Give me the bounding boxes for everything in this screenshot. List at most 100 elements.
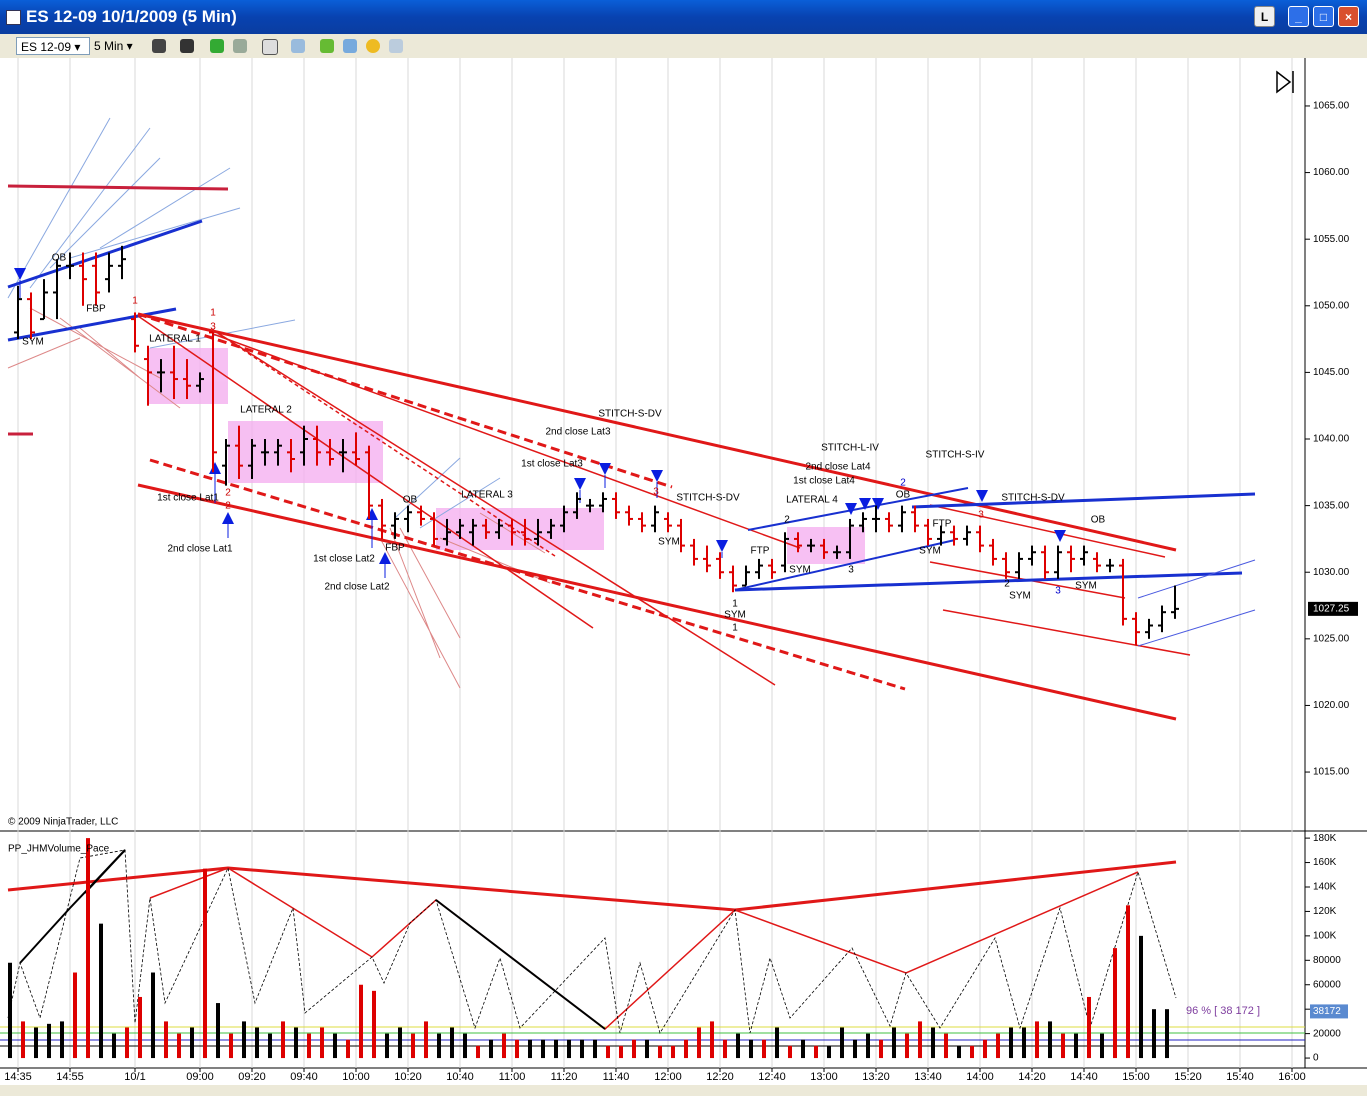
volume-bar <box>34 1027 38 1059</box>
zoom-out[interactable] <box>233 39 247 53</box>
volume-bars <box>8 838 1169 1059</box>
volume-bar <box>879 1039 883 1059</box>
x-tick-label: 13:40 <box>914 1071 942 1083</box>
annotation: 1st close Lat2 <box>313 554 375 565</box>
draw-tool[interactable] <box>180 39 194 53</box>
data-box[interactable] <box>389 39 403 53</box>
volume-bar <box>723 1039 727 1059</box>
volume-bar <box>905 1033 909 1059</box>
volume-bar <box>190 1027 194 1059</box>
volume-bar <box>437 1033 441 1059</box>
y-tick-label: 1050.00 <box>1313 300 1350 311</box>
volume-bar <box>749 1039 753 1059</box>
annotation: STITCH-S-DV <box>598 409 662 420</box>
annotation: 3 <box>210 322 216 333</box>
minimize-button[interactable]: _ <box>1288 6 1309 27</box>
volume-bar <box>320 1027 324 1059</box>
trendline <box>7 307 177 342</box>
volume-bar <box>710 1021 714 1059</box>
annotation: LATERAL 3 <box>461 490 513 501</box>
annotation: 1st close Lat3 <box>521 459 583 470</box>
y-tick-label: 20000 <box>1313 1028 1341 1039</box>
x-tick-label: 14:40 <box>1070 1071 1098 1083</box>
annotation: FTP <box>933 519 952 530</box>
annotation: STITCH-S-DV <box>676 493 740 504</box>
volume-bar <box>1061 1033 1065 1059</box>
volume-bar <box>775 1027 779 1059</box>
volume-bar <box>840 1027 844 1059</box>
volume-bar <box>1074 1033 1078 1059</box>
last-volume-label: 38172 <box>1313 1006 1341 1017</box>
volume-bar <box>476 1045 480 1059</box>
x-tick-label: 11:20 <box>551 1071 578 1083</box>
title-bar: ES 12-09 10/1/2009 (5 Min) L _ □ × <box>0 0 1367 34</box>
volume-bar <box>944 1033 948 1059</box>
trendline <box>149 458 906 691</box>
y-tick-label: 180K <box>1313 833 1337 844</box>
interval-dropdown[interactable]: 5 Min ▾ <box>94 39 133 53</box>
annotation: 3 <box>978 510 984 521</box>
properties[interactable] <box>291 39 305 53</box>
trendline <box>7 184 229 191</box>
lock-button[interactable]: L <box>1254 6 1275 27</box>
pace-zigzag <box>435 899 606 1030</box>
annotation: 1 <box>132 296 138 307</box>
volume-bar <box>1009 1027 1013 1059</box>
annotation: 1 <box>210 308 216 319</box>
trendline <box>212 333 801 549</box>
x-tick-label: 15:20 <box>1174 1071 1202 1083</box>
x-tick-label: 12:00 <box>654 1071 682 1083</box>
x-tick-label: 11:40 <box>603 1071 630 1083</box>
volume-bar <box>1087 996 1091 1059</box>
scroll-end-button[interactable] <box>1276 70 1294 94</box>
volume-bar <box>1022 1027 1026 1059</box>
volume-bar <box>671 1045 675 1059</box>
strategies[interactable] <box>343 39 357 53</box>
volume-bar <box>554 1039 558 1059</box>
y-tick-label: 100K <box>1313 931 1337 942</box>
annotation: LATERAL 1 <box>149 334 201 345</box>
scrollbar[interactable] <box>0 1085 1367 1096</box>
volume-bar <box>346 1039 350 1059</box>
annotation: 3 <box>1055 586 1061 597</box>
volume-bar <box>632 1039 636 1059</box>
volume-bar <box>541 1039 545 1059</box>
annotation: 3 <box>653 487 659 498</box>
volume-bar <box>619 1045 623 1059</box>
volume-bar <box>983 1039 987 1059</box>
volume-bar <box>736 1033 740 1059</box>
annotation: 2nd close Lat4 <box>805 462 870 473</box>
trendline <box>911 492 1256 509</box>
annotation: 1st close Lat4 <box>793 476 855 487</box>
annotation: 2nd close Lat2 <box>324 582 389 593</box>
indicators[interactable] <box>320 39 334 53</box>
pace-trend <box>84 849 126 894</box>
pace-trend <box>7 860 1177 912</box>
volume-bar <box>86 838 90 1059</box>
annotation: OB <box>52 253 67 264</box>
zoom-in[interactable] <box>210 39 224 53</box>
annotation: 1 <box>732 599 738 610</box>
x-tick-label: 13:00 <box>810 1071 838 1083</box>
x-tick-label: 10:40 <box>446 1071 474 1083</box>
pointer-tool[interactable] <box>262 39 278 55</box>
volume-bar <box>762 1039 766 1059</box>
volume-bar <box>697 1027 701 1059</box>
y-tick-label: 1035.00 <box>1313 500 1350 511</box>
bars-tool[interactable] <box>152 39 166 53</box>
y-tick-label: 1055.00 <box>1313 234 1350 245</box>
maximize-button[interactable]: □ <box>1313 6 1334 27</box>
x-tick-label: 09:40 <box>290 1071 318 1083</box>
orders[interactable] <box>366 39 380 53</box>
volume-bar <box>47 1023 51 1059</box>
volume-bar <box>853 1039 857 1059</box>
instrument-dropdown[interactable]: ES 12-09 ▾ <box>16 37 90 55</box>
x-tick-label: 12:20 <box>706 1071 734 1083</box>
volume-bar <box>268 1033 272 1059</box>
volume-bar <box>1126 905 1130 1059</box>
volume-bar <box>801 1039 805 1059</box>
trendline <box>747 487 969 531</box>
x-tick-label: 14:35 <box>4 1071 32 1083</box>
volume-bar <box>385 1033 389 1059</box>
close-button[interactable]: × <box>1338 6 1359 27</box>
